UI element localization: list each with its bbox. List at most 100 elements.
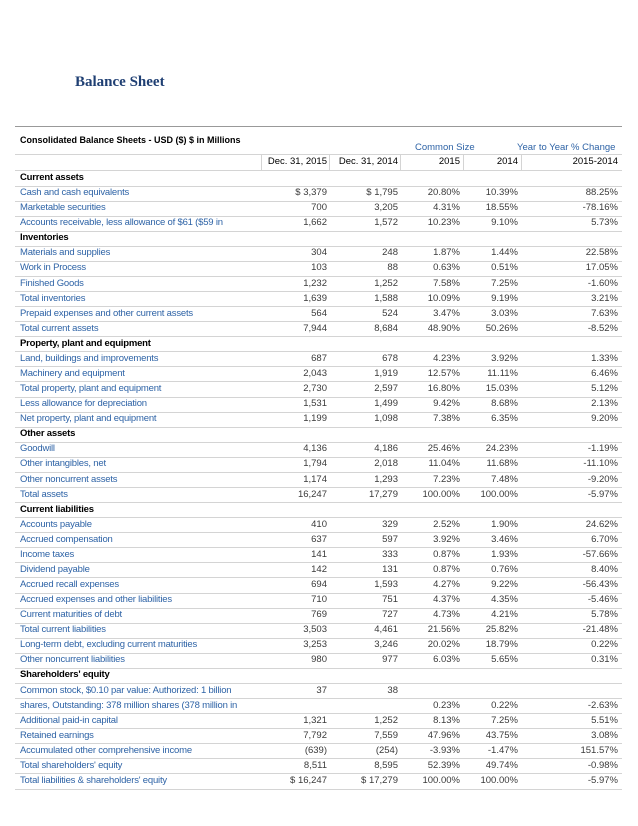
cell: -5.46%	[587, 594, 618, 606]
row-line	[15, 396, 622, 398]
cell: 0.76%	[491, 563, 518, 575]
cell: 1,252	[374, 277, 398, 289]
cell: 16.80%	[427, 383, 460, 395]
cell: 7,944	[303, 322, 327, 334]
row-label: Less allowance for depreciation	[20, 398, 147, 410]
cell: 7.38%	[433, 413, 460, 425]
cell: 4.35%	[491, 594, 518, 606]
table-border	[15, 126, 622, 127]
cell: 3.03%	[491, 307, 518, 319]
row-label: Other noncurrent assets	[20, 473, 118, 485]
cell: -5.97%	[587, 775, 618, 786]
row-line	[15, 577, 622, 579]
row-label: Common stock, $0.10 par value: Authorize…	[20, 684, 232, 696]
row-label: Land, buildings and improvements	[20, 352, 159, 364]
cell: 17,279	[368, 488, 398, 500]
cell: 333	[382, 548, 398, 560]
cell: 0.87%	[433, 548, 460, 560]
cell: 751	[382, 594, 398, 606]
cell: 329	[382, 518, 398, 530]
row-label: Accounts receivable, less allowance of $…	[20, 217, 223, 229]
cell: (639)	[304, 744, 327, 756]
cell: 0.22%	[591, 639, 618, 651]
column-header: 2014	[496, 156, 518, 167]
cell: 4,461	[374, 624, 398, 636]
cell: 6.46%	[591, 367, 618, 379]
row-line	[15, 230, 622, 232]
row-line	[15, 758, 622, 760]
cell: -5.97%	[587, 488, 618, 500]
cell: -0.98%	[587, 759, 618, 771]
cell: 9.10%	[491, 217, 518, 229]
cell: 248	[382, 247, 398, 259]
cell: 10.23%	[427, 217, 460, 229]
cell: 8,684	[374, 322, 398, 334]
section-header: Current liabilities	[20, 503, 94, 515]
cell: 1,499	[374, 398, 398, 410]
section-header: Other assets	[20, 428, 76, 440]
cell: 88	[387, 262, 398, 274]
cell: 18.79%	[485, 639, 518, 651]
row-line	[15, 471, 622, 473]
cell: 700	[311, 202, 327, 214]
cell: 151.57%	[580, 744, 618, 756]
cell: -2.63%	[587, 699, 618, 711]
cell: 3.92%	[433, 533, 460, 545]
cell: 2,730	[303, 383, 327, 395]
cell: $ 3,379	[295, 187, 327, 199]
cell: 3.21%	[591, 292, 618, 304]
cell: 1,098	[374, 413, 398, 425]
row-label: Prepaid expenses and other current asset…	[20, 307, 193, 319]
cell: 1.87%	[433, 247, 460, 259]
cell: 727	[382, 609, 398, 621]
cell: 1,588	[374, 292, 398, 304]
cell: 52.39%	[427, 759, 460, 771]
cell: 0.87%	[433, 563, 460, 575]
cell: 16,247	[297, 488, 327, 500]
cell: 17.05%	[585, 262, 618, 274]
table-caption: Consolidated Balance Sheets - USD ($) $ …	[20, 135, 241, 145]
cell: 597	[382, 533, 398, 545]
row-line	[15, 170, 622, 171]
cell: 8,511	[303, 759, 327, 771]
cell: 0.23%	[433, 699, 460, 711]
cell: 100.00%	[480, 488, 518, 500]
cell: 0.51%	[491, 262, 518, 274]
row-line	[15, 547, 622, 549]
cell: 25.82%	[485, 624, 518, 636]
cell: 4,186	[374, 443, 398, 455]
row-label: Total current assets	[20, 322, 99, 334]
section-header: Current assets	[20, 172, 84, 183]
row-line	[15, 245, 622, 247]
cell: 100.00%	[422, 775, 460, 786]
row-label: Accumulated other comprehensive income	[20, 744, 192, 756]
cell: 410	[311, 518, 327, 530]
cell: 3,503	[303, 624, 327, 636]
cell: 6.35%	[491, 413, 518, 425]
row-line	[15, 698, 622, 700]
row-label: Other intangibles, net	[20, 458, 106, 470]
cell: 9.42%	[433, 398, 460, 410]
cell: 8.40%	[591, 563, 618, 575]
row-line	[15, 441, 622, 443]
section-header: Inventories	[20, 232, 69, 244]
row-label: Long-term debt, excluding current maturi…	[20, 639, 198, 651]
cell: 769	[311, 609, 327, 621]
row-label: Machinery and equipment	[20, 367, 125, 379]
cell: 7.58%	[433, 277, 460, 289]
cell: 20.02%	[427, 639, 460, 651]
row-line	[15, 215, 622, 217]
cell: 141	[311, 548, 327, 560]
cell: 4.21%	[491, 609, 518, 621]
column-line	[329, 154, 330, 170]
row-label: Current maturities of debt	[20, 609, 122, 621]
row-line	[15, 622, 622, 624]
cell: 25.46%	[427, 443, 460, 455]
cell: 304	[311, 247, 327, 259]
cell: 2,043	[303, 367, 327, 379]
row-label: Other noncurrent liabilities	[20, 654, 125, 666]
cell: 3,246	[374, 639, 398, 651]
cell: 2,018	[374, 458, 398, 470]
cell: 5.73%	[591, 217, 618, 229]
cell: 6.03%	[433, 654, 460, 666]
